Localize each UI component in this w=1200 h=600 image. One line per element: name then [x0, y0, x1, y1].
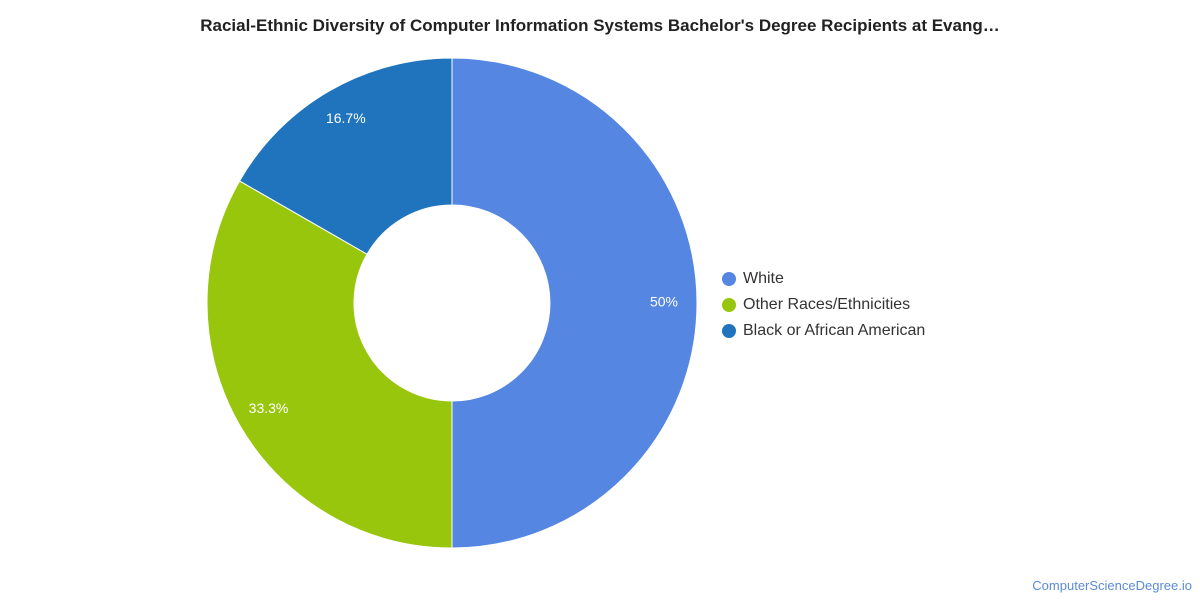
- legend-swatch-other-races: [722, 298, 736, 312]
- legend-swatch-black: [722, 324, 736, 338]
- source-watermark[interactable]: ComputerScienceDegree.io: [1032, 578, 1192, 593]
- slice-black[interactable]: [238, 57, 453, 255]
- legend-label-black: Black or African American: [743, 322, 926, 339]
- slice-label-white: 50%: [650, 294, 678, 310]
- legend-item-white[interactable]: White: [722, 266, 925, 292]
- legend-item-black[interactable]: Black or African American: [722, 318, 925, 344]
- slice-label-other-races: 33.3%: [249, 400, 289, 416]
- slice-other-races[interactable]: [206, 180, 453, 549]
- legend-swatch-white: [722, 272, 736, 286]
- slice-label-black: 16.7%: [326, 110, 366, 126]
- legend-label-white: White: [743, 270, 784, 287]
- legend-item-other-races[interactable]: Other Races/Ethnicities: [722, 292, 925, 318]
- slice-white[interactable]: [451, 57, 698, 549]
- legend-label-other-races: Other Races/Ethnicities: [743, 296, 911, 313]
- chart-title: Racial-Ethnic Diversity of Computer Info…: [200, 16, 1000, 35]
- chart-legend: White Other Races/Ethnicities Black or A…: [722, 266, 925, 344]
